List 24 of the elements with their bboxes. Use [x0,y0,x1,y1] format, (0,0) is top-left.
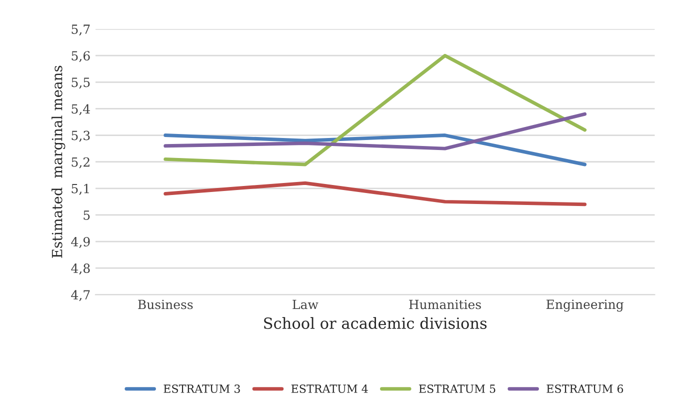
legend-label: ESTRATUM 6 [546,384,624,393]
x-tick-label: Humanities [409,300,481,310]
y-tick-label: 5,6 [72,51,90,62]
legend-label: ESTRATUM 5 [419,384,496,393]
line-series [164,54,587,166]
y-tick-label: 5,5 [72,78,90,89]
y-tick-label: 4,9 [71,237,90,248]
line-series [164,112,587,150]
y-tick-label: 5 [84,210,90,220]
x-tick-label: Business [138,300,193,310]
y-tick-label: 5,1 [72,184,89,195]
legend-label: ESTRATUM 4 [291,384,368,393]
y-tick-label: 5,2 [72,157,90,168]
x-tick-label: Law [292,300,318,310]
y-tick-label: 4,8 [71,264,90,275]
y-tick-label: 5,7 [72,24,90,36]
line-series [164,181,587,206]
y-tick-label: 5,4 [72,104,90,116]
x-tick-label: Engineering [546,300,624,312]
y-tick-label: 5,3 [72,130,90,142]
y-axis-title: Estimated marginal means [52,66,66,258]
y-tick-label: 4,7 [71,290,90,302]
x-axis-title: School or academic divisions [264,317,487,329]
legend-label: ESTRATUM 3 [164,384,240,393]
